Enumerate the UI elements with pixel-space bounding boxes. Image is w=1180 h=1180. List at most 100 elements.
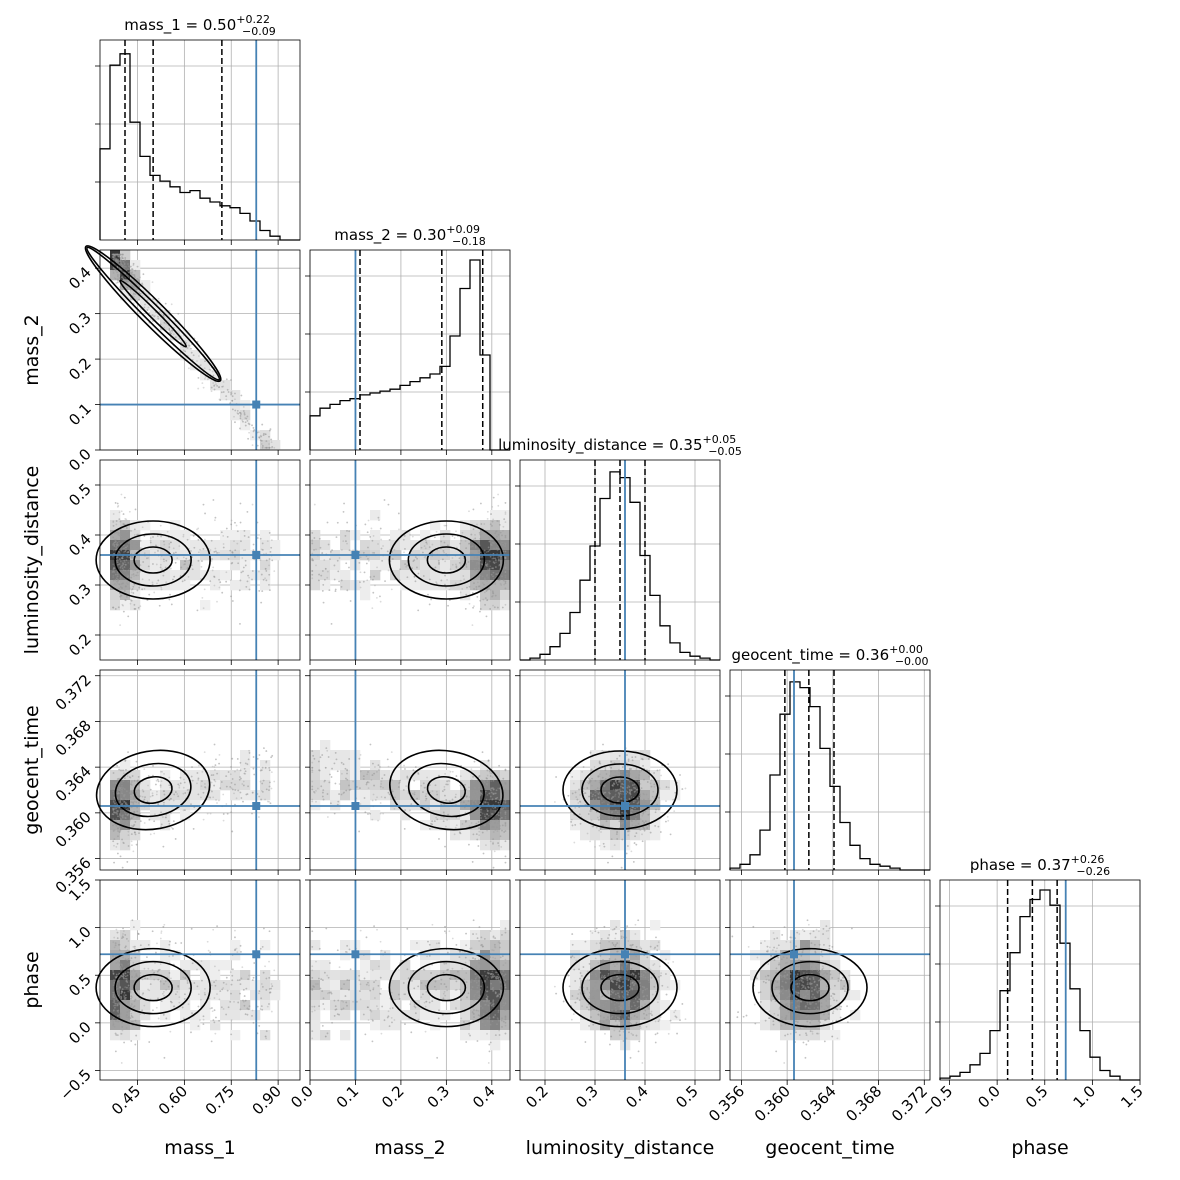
sample-point <box>132 264 135 267</box>
sample-point <box>481 532 483 535</box>
sample-point <box>115 253 118 256</box>
sample-point <box>246 580 249 583</box>
sample-point <box>489 775 492 777</box>
sample-point <box>473 786 476 789</box>
sample-point <box>416 557 418 560</box>
density-bin <box>500 770 511 781</box>
sample-point <box>230 811 233 814</box>
sample-point <box>495 561 497 564</box>
sample-point <box>376 796 378 799</box>
sample-point <box>251 436 254 439</box>
sample-point <box>337 570 340 573</box>
sample-point <box>492 838 495 841</box>
density-bin <box>390 560 401 571</box>
sample-point <box>427 593 429 596</box>
sample-point <box>215 758 217 761</box>
sample-point <box>504 840 507 843</box>
density-bin <box>490 830 501 841</box>
sample-point <box>498 523 501 526</box>
sample-point <box>320 785 323 788</box>
sample-point <box>346 772 348 775</box>
sample-point <box>213 784 216 787</box>
sample-point <box>259 537 262 540</box>
sample-point <box>172 827 174 830</box>
sample-point <box>459 784 462 787</box>
sample-point <box>201 560 203 562</box>
sample-point <box>139 292 142 295</box>
sample-point <box>123 566 126 568</box>
sample-point <box>504 513 507 515</box>
sample-point <box>129 269 132 272</box>
sample-point <box>365 562 368 565</box>
sample-point <box>497 814 500 817</box>
sample-point <box>268 443 270 445</box>
sample-point <box>345 789 348 792</box>
histogram-mass_2 <box>309 259 510 451</box>
sample-point <box>330 622 333 625</box>
sample-point <box>412 769 415 772</box>
sample-point <box>491 520 494 523</box>
density-bin <box>470 580 481 591</box>
sample-point <box>230 379 232 381</box>
sample-point <box>234 409 237 412</box>
sample-point <box>340 793 343 796</box>
sample-point <box>133 275 136 277</box>
sample-point <box>492 842 494 845</box>
sample-point <box>222 543 225 545</box>
sample-point <box>252 427 255 429</box>
sample-point <box>151 281 154 284</box>
density-bin <box>140 790 151 801</box>
density-bin <box>180 580 191 591</box>
sample-point <box>468 585 471 588</box>
sample-point <box>436 818 439 821</box>
sample-point <box>489 523 492 526</box>
sample-point <box>122 563 125 566</box>
sample-point <box>497 504 500 507</box>
sample-point <box>434 784 437 787</box>
sample-point <box>166 530 169 533</box>
sample-point <box>178 786 181 789</box>
sample-point <box>225 398 228 401</box>
sample-point <box>242 420 244 423</box>
sample-point <box>230 393 233 396</box>
sample-point <box>123 811 126 814</box>
sample-point <box>204 377 206 380</box>
sample-point <box>116 253 119 256</box>
sample-point <box>127 615 130 618</box>
sample-point <box>386 758 389 761</box>
sample-point <box>171 330 174 333</box>
sample-point <box>164 302 167 305</box>
sample-point <box>117 835 119 838</box>
sample-point <box>352 549 354 552</box>
sample-point <box>478 775 481 777</box>
sample-point <box>321 590 324 592</box>
sample-point <box>478 786 480 789</box>
sample-point <box>311 788 314 791</box>
sample-point <box>116 790 119 793</box>
sample-point <box>141 795 144 798</box>
sample-point <box>169 331 171 333</box>
sample-point <box>478 562 481 565</box>
sample-point <box>215 799 217 801</box>
sample-point <box>237 412 240 415</box>
sample-point <box>464 783 466 786</box>
sample-point <box>475 586 478 588</box>
density-bin <box>400 570 411 581</box>
sample-point <box>484 597 487 600</box>
sample-point <box>214 780 217 783</box>
sample-point <box>113 802 116 805</box>
sample-point <box>258 590 261 592</box>
sample-point <box>159 566 162 569</box>
density-bin <box>140 560 151 571</box>
sample-point <box>311 769 314 772</box>
sample-point <box>475 797 478 800</box>
sample-point <box>490 820 492 823</box>
sample-point <box>130 599 133 602</box>
sample-point <box>473 760 476 763</box>
sample-point <box>114 502 117 504</box>
sample-point <box>211 370 214 373</box>
sample-point <box>112 824 114 827</box>
sample-point <box>155 544 157 547</box>
density-bin <box>370 510 381 521</box>
sample-point <box>123 777 126 779</box>
